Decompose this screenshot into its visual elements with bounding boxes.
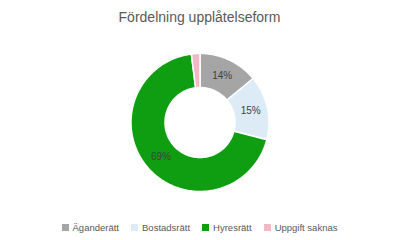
svg-text:15%: 15% [241, 105, 261, 116]
html-text:Hyresrätt: Hyresrätt [213, 221, 252, 233]
svg-text:69%: 69% [151, 151, 171, 162]
html-text:Äganderätt: Äganderätt [72, 221, 119, 233]
svg-text:14%: 14% [212, 70, 232, 81]
html-text:Fördelning upplåtelseform: Fördelning upplåtelseform [118, 9, 281, 25]
html-text:Uppgift saknas: Uppgift saknas [274, 221, 338, 233]
html-text:Bostadsrätt: Bostadsrätt [142, 221, 191, 233]
